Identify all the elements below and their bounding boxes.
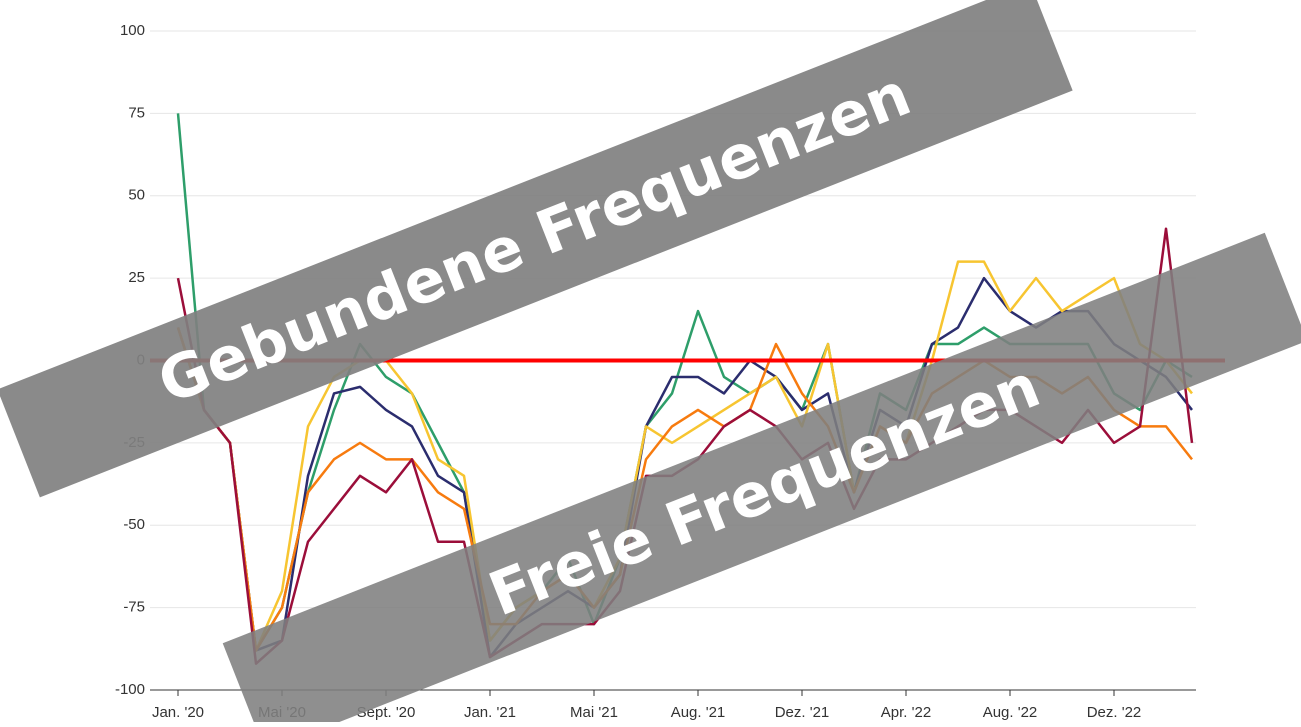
y-tick-label: 50 [128, 187, 145, 204]
x-tick-label: Aug. '21 [671, 704, 726, 721]
x-tick-label: Aug. '22 [983, 704, 1038, 721]
banner-label: Freie Frequenzen [480, 351, 1049, 630]
y-tick-label: -50 [123, 516, 145, 533]
x-tick-label: Dez. '22 [1087, 704, 1142, 721]
x-tick-label: Dez. '21 [775, 704, 830, 721]
x-tick-label: Apr. '22 [881, 704, 931, 721]
y-tick-label: -75 [123, 599, 145, 616]
banner-background [222, 232, 1301, 727]
y-tick-label: 75 [128, 104, 145, 121]
y-tick-label: 25 [128, 269, 145, 286]
y-tick-label: 100 [120, 22, 145, 39]
x-tick-label: Jan. '21 [464, 704, 516, 721]
x-tick-label: Mai '21 [570, 704, 618, 721]
y-tick-label: -100 [115, 681, 145, 698]
x-tick-label: Jan. '20 [152, 704, 204, 721]
banner-background [0, 0, 1073, 498]
series-line [176, 276, 1193, 659]
